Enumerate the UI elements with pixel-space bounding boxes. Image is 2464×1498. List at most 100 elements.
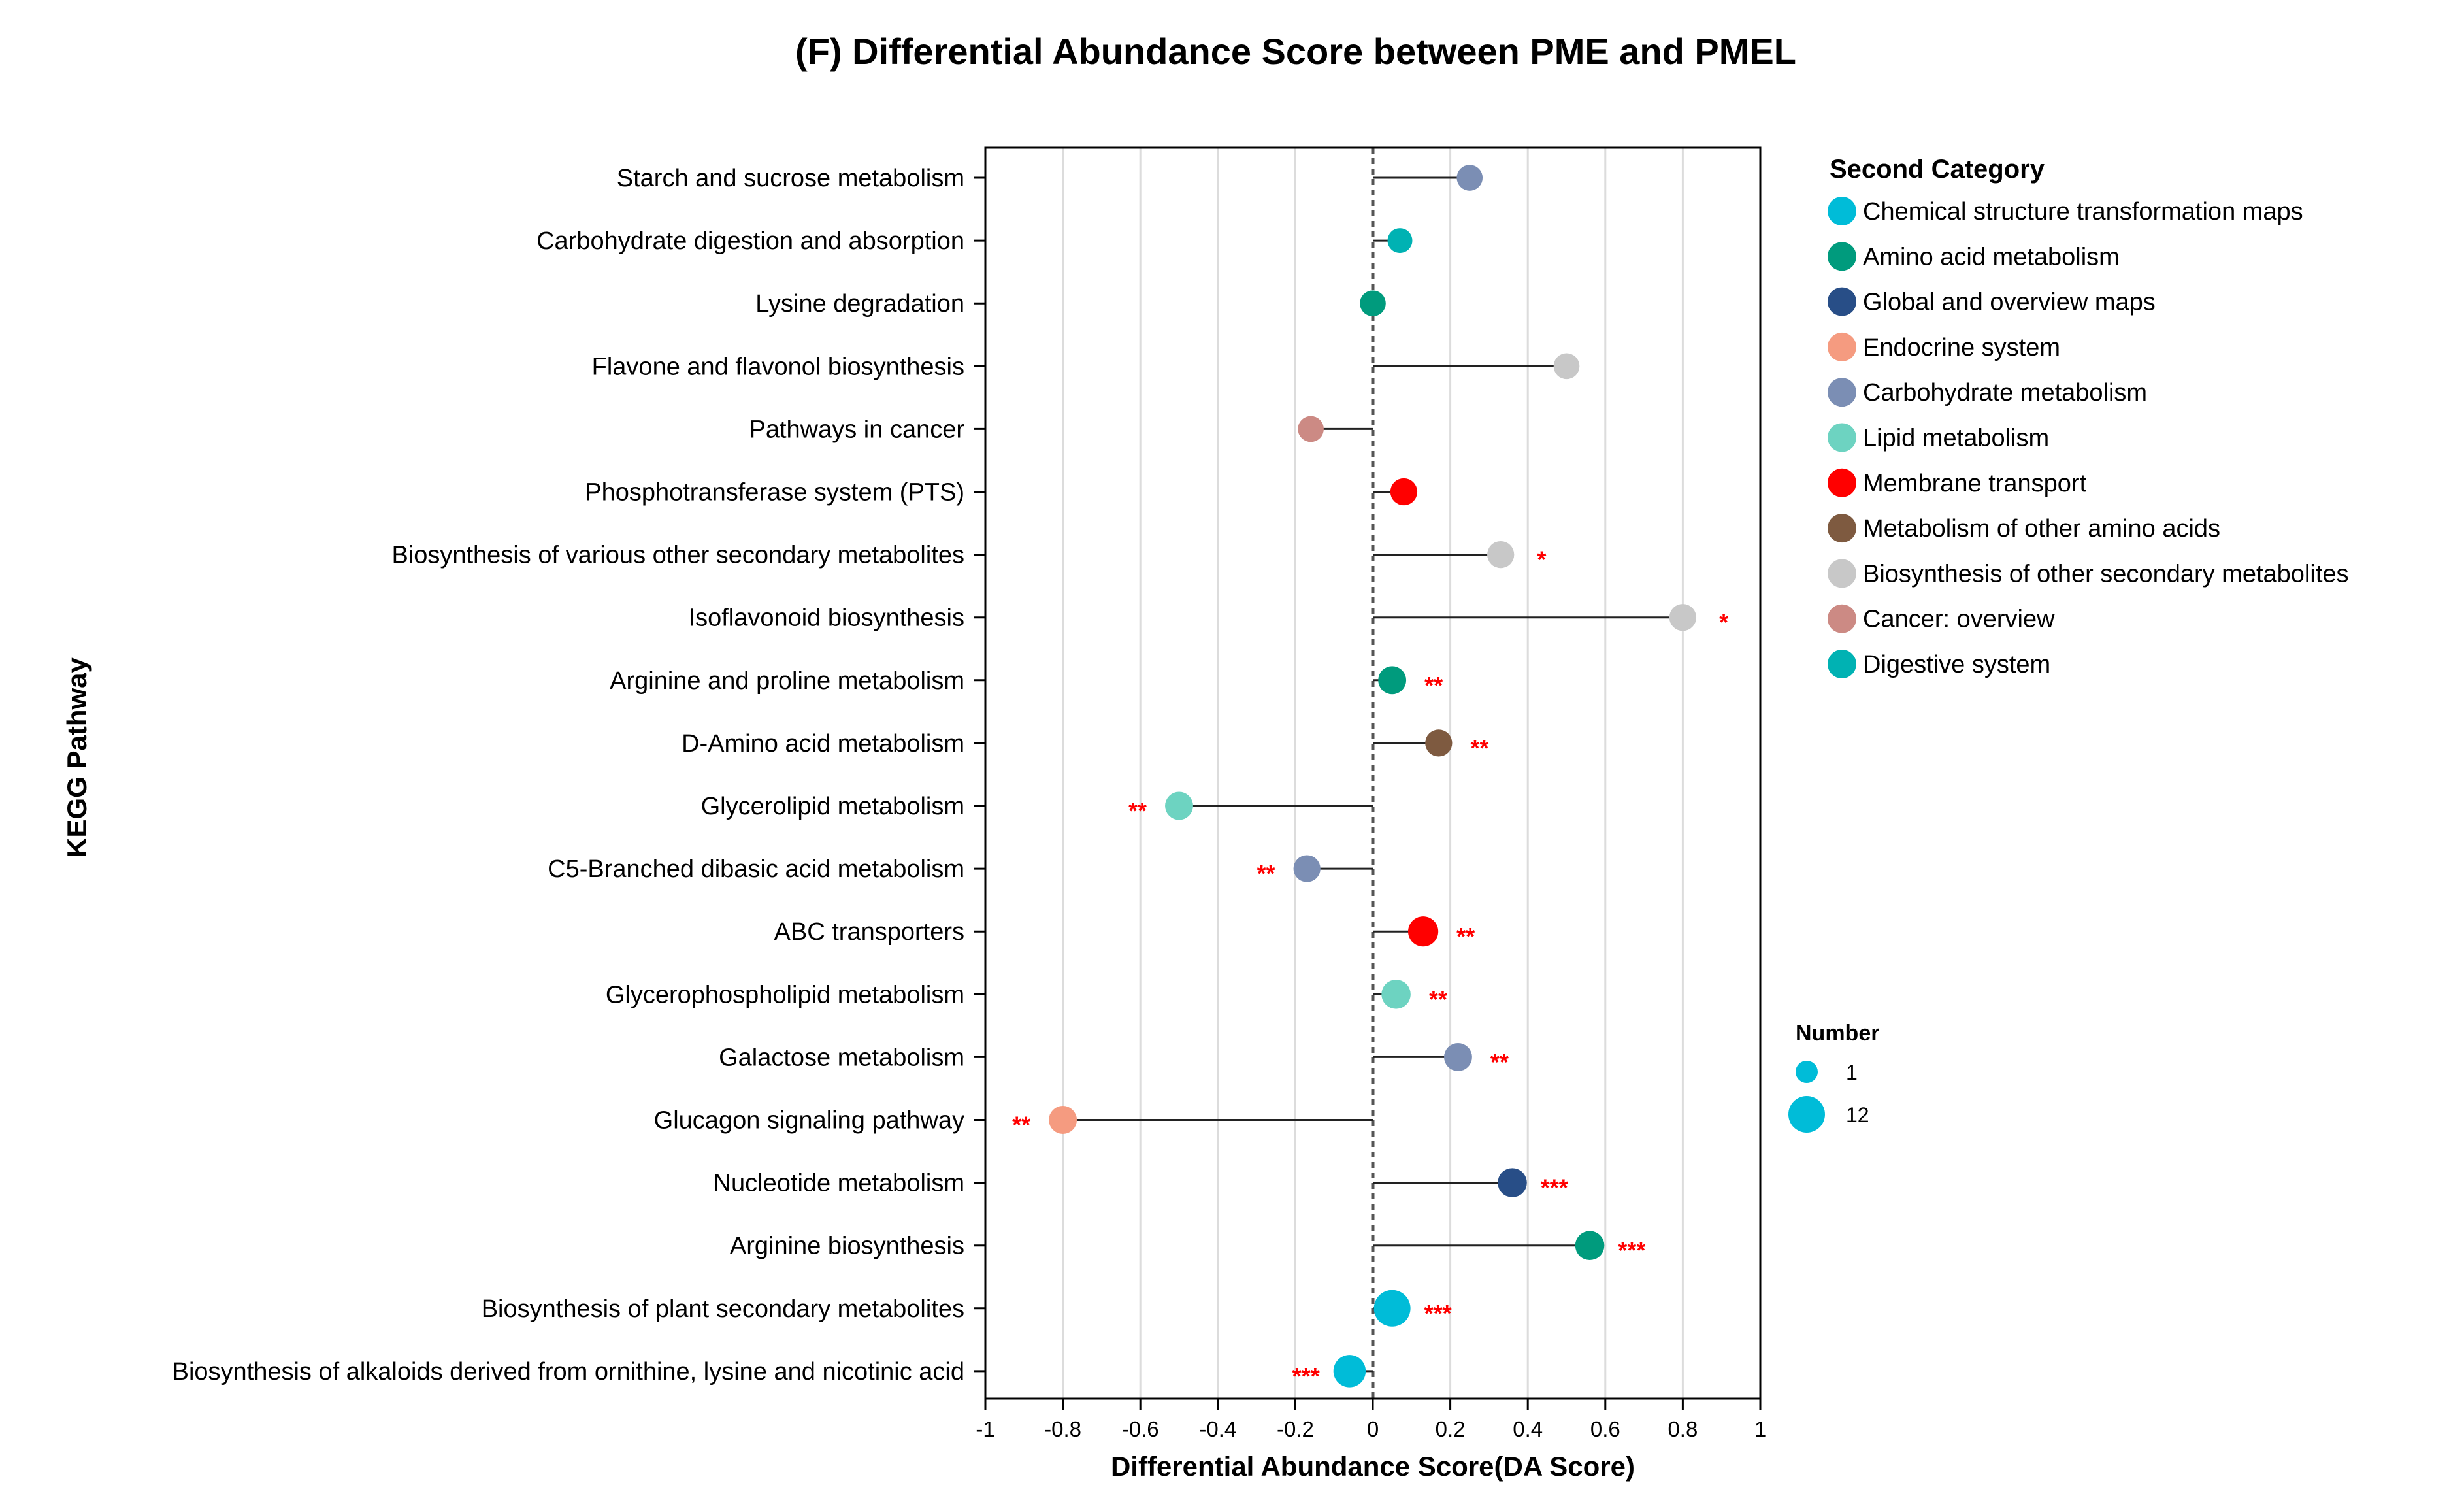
significance-label: *** bbox=[1541, 1174, 1568, 1201]
y-tick-label: Phosphotransferase system (PTS) bbox=[585, 479, 964, 507]
x-tick-label: -0.6 bbox=[1122, 1417, 1159, 1441]
legend-swatch bbox=[1828, 468, 1856, 497]
significance-label: ** bbox=[1490, 1048, 1509, 1075]
y-tick-label: Glucagon signaling pathway bbox=[654, 1107, 964, 1135]
legend-label: Membrane transport bbox=[1863, 470, 2087, 497]
y-tick-label: Arginine and proline metabolism bbox=[610, 667, 964, 695]
lollipop-point bbox=[1381, 980, 1411, 1009]
significance-label: ** bbox=[1470, 735, 1488, 761]
significance-label: *** bbox=[1424, 1300, 1452, 1327]
x-tick-label: 1 bbox=[1754, 1417, 1766, 1441]
x-axis-label: Differential Abundance Score(DA Score) bbox=[1111, 1451, 1635, 1482]
significance-label: ** bbox=[1424, 672, 1443, 699]
lollipop-point bbox=[1456, 165, 1483, 191]
legend-swatch bbox=[1828, 378, 1856, 407]
category-legend-title: Second Category bbox=[1830, 155, 2045, 184]
lollipop-point bbox=[1444, 1042, 1472, 1071]
y-tick-label: D-Amino acid metabolism bbox=[682, 730, 964, 757]
y-tick-label: Glycerolipid metabolism bbox=[701, 793, 964, 820]
size-legend-title: Number bbox=[1796, 1021, 1879, 1046]
x-tick-label: 0.2 bbox=[1436, 1417, 1466, 1441]
chart-title: (F) Differential Abundance Score between… bbox=[795, 31, 1796, 72]
y-tick-label: Lysine degradation bbox=[755, 290, 964, 318]
legend-swatch bbox=[1828, 650, 1856, 678]
lollipop-point bbox=[1407, 916, 1439, 947]
lollipop-point bbox=[1333, 1355, 1366, 1388]
legend-swatch bbox=[1828, 514, 1856, 543]
x-tick-label: 0.6 bbox=[1590, 1417, 1620, 1441]
y-axis-label: KEGG Pathway bbox=[61, 657, 92, 857]
legend-label: Lipid metabolism bbox=[1863, 425, 2049, 452]
legend-label: Chemical structure transformation maps bbox=[1863, 198, 2303, 225]
lollipop-point bbox=[1165, 791, 1193, 820]
legend-swatch bbox=[1828, 242, 1856, 271]
x-tick-label: -1 bbox=[976, 1417, 994, 1441]
legend-label: Carbohydrate metabolism bbox=[1863, 379, 2147, 407]
x-tick-label: -0.2 bbox=[1277, 1417, 1314, 1441]
legend-label: Cancer: overview bbox=[1863, 606, 2055, 633]
point-layer: ****************************** bbox=[1012, 165, 1728, 1390]
legend-label: Amino acid metabolism bbox=[1863, 243, 2120, 271]
significance-label: * bbox=[1719, 609, 1728, 636]
significance-label: *** bbox=[1292, 1363, 1320, 1390]
size-legend-label: 12 bbox=[1846, 1103, 1869, 1127]
lollipop-point bbox=[1360, 290, 1386, 317]
lollipop-point bbox=[1575, 1231, 1605, 1260]
lollipop-point bbox=[1293, 855, 1321, 882]
y-tick-label: Glycerophospholipid metabolism bbox=[606, 981, 964, 1008]
significance-label: ** bbox=[1257, 860, 1275, 887]
legend-label: Biosynthesis of other secondary metaboli… bbox=[1863, 560, 2349, 588]
lollipop-point bbox=[1298, 416, 1324, 442]
y-tick-label: Pathways in cancer bbox=[749, 416, 965, 443]
x-tick-label: -0.8 bbox=[1044, 1417, 1081, 1441]
lollipop-point bbox=[1669, 604, 1697, 631]
y-tick-label: Biosynthesis of alkaloids derived from o… bbox=[172, 1358, 964, 1386]
legend-label: Endocrine system bbox=[1863, 334, 2060, 361]
x-tick-label: 0.8 bbox=[1667, 1417, 1698, 1441]
x-tick-label: -0.4 bbox=[1199, 1417, 1236, 1441]
lollipop-point bbox=[1378, 666, 1407, 695]
legend-swatch bbox=[1828, 197, 1856, 225]
y-tick-label: Starch and sucrose metabolism bbox=[617, 165, 964, 192]
y-tick-label: Galactose metabolism bbox=[719, 1044, 964, 1071]
y-tick-label: Carbohydrate digestion and absorption bbox=[536, 227, 964, 255]
lollipop-point bbox=[1387, 228, 1413, 254]
lollipop-point bbox=[1425, 729, 1453, 757]
legend-layer: Chemical structure transformation maps Am… bbox=[1788, 197, 2349, 1133]
y-tick-label: C5-Branched dibasic acid metabolism bbox=[548, 856, 964, 883]
y-tick-label: Arginine biosynthesis bbox=[730, 1233, 964, 1260]
legend-swatch bbox=[1828, 332, 1856, 361]
size-legend-circle bbox=[1788, 1096, 1825, 1133]
legend-swatch bbox=[1828, 604, 1856, 633]
significance-label: *** bbox=[1618, 1237, 1645, 1264]
significance-label: ** bbox=[1456, 923, 1475, 950]
x-tick-label: 0.4 bbox=[1513, 1417, 1543, 1441]
grid-layer bbox=[1062, 148, 1684, 1399]
size-legend-circle bbox=[1796, 1061, 1818, 1083]
size-legend-label: 1 bbox=[1846, 1061, 1858, 1084]
lollipop-point bbox=[1049, 1106, 1077, 1134]
axis-layer: -1 -0.8 -0.6 -0.4 -0.2 0 0.2 0.4 0.6 0.8 1 Starch a… bbox=[172, 146, 1766, 1441]
y-tick-label: Isoflavonoid biosynthesis bbox=[689, 605, 964, 632]
legend-swatch bbox=[1828, 287, 1856, 316]
legend-label: Metabolism of other amino acids bbox=[1863, 515, 2220, 542]
lollipop-point bbox=[1553, 353, 1580, 380]
legend-swatch bbox=[1828, 559, 1856, 588]
legend-label: Digestive system bbox=[1863, 651, 2050, 678]
legend-label: Global and overview maps bbox=[1863, 289, 2156, 316]
x-tick-label: 0 bbox=[1367, 1417, 1379, 1441]
lollipop-point bbox=[1390, 478, 1418, 506]
significance-label: ** bbox=[1128, 797, 1147, 824]
significance-label: ** bbox=[1429, 986, 1447, 1012]
significance-label: ** bbox=[1012, 1112, 1030, 1139]
legend-swatch bbox=[1828, 423, 1856, 452]
y-tick-label: Biosynthesis of plant secondary metaboli… bbox=[482, 1295, 964, 1323]
y-tick-label: Biosynthesis of various other secondary … bbox=[391, 542, 964, 569]
lollipop-point bbox=[1487, 541, 1515, 569]
y-tick-label: Nucleotide metabolism bbox=[714, 1170, 964, 1197]
y-tick-label: ABC transporters bbox=[774, 918, 964, 946]
lollipop-point bbox=[1498, 1168, 1527, 1197]
